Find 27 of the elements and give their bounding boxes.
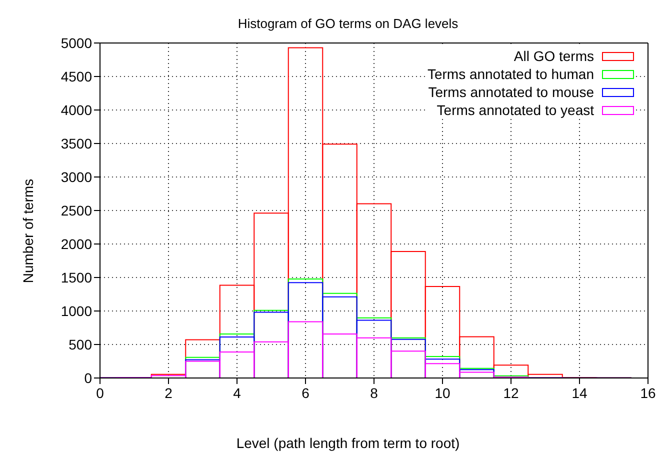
legend-label: Terms annotated to human bbox=[427, 65, 594, 83]
legend-label: Terms annotated to mouse bbox=[428, 83, 594, 101]
y-tick-label: 2000 bbox=[60, 236, 92, 252]
x-tick-label: 16 bbox=[640, 384, 656, 401]
y-tick-label: 1500 bbox=[60, 269, 92, 286]
y-tick-label: 2500 bbox=[60, 202, 92, 218]
y-tick-label: 5000 bbox=[60, 34, 92, 51]
y-tick-label: 3000 bbox=[60, 168, 92, 185]
x-tick-label: 6 bbox=[302, 384, 310, 401]
x-axis-title: Level (path length from term to root) bbox=[235, 435, 461, 451]
legend-label: All GO terms bbox=[514, 47, 594, 65]
x-tick-label: 10 bbox=[434, 384, 450, 401]
y-tick-label: 1000 bbox=[60, 302, 92, 319]
x-tick-label: 0 bbox=[96, 384, 104, 401]
y-axis-title: Number of terms bbox=[20, 178, 36, 283]
x-tick-label: 14 bbox=[572, 384, 588, 401]
chart-title: Histogram of GO terms on DAG levels bbox=[236, 16, 460, 31]
x-tick-label: 8 bbox=[370, 384, 378, 401]
x-tick-label: 2 bbox=[164, 384, 173, 401]
y-tick-label: 3500 bbox=[60, 135, 92, 152]
x-tick-label: 4 bbox=[233, 384, 242, 401]
y-tick-label: 500 bbox=[68, 336, 92, 352]
y-tick-label: 4500 bbox=[60, 68, 92, 84]
y-tick-label: 0 bbox=[84, 370, 92, 386]
x-tick-label: 12 bbox=[503, 384, 519, 401]
y-tick-label: 4000 bbox=[60, 102, 92, 118]
legend-label: Terms annotated to yeast bbox=[436, 101, 594, 119]
